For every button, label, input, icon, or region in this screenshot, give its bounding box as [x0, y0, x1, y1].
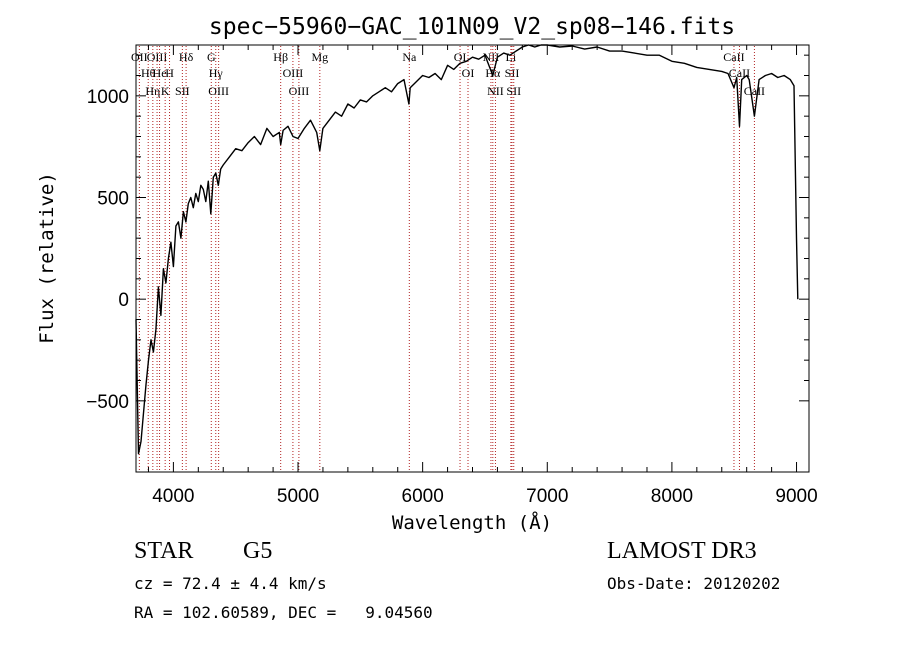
y-tick-label: 1000 — [87, 87, 129, 108]
spectral-line-label: K — [161, 84, 170, 98]
y-tick-label: 0 — [118, 290, 129, 311]
spectral-line-label: SII — [506, 84, 521, 98]
plot-frame — [135, 44, 810, 473]
spectral-line-label: OIII — [147, 50, 168, 64]
spectral-line-label: H — [165, 66, 174, 80]
x-tick-label: 5000 — [277, 486, 319, 507]
spectral-line-label: CaII — [729, 66, 750, 80]
spectral-line-label: Mg — [311, 50, 328, 64]
redshift-cz: cz = 72.4 ± 4.4 km/s — [134, 574, 327, 593]
x-tick-label: 4000 — [152, 486, 194, 507]
spectral-line-label: CaII — [744, 84, 765, 98]
object-subclass: G5 — [243, 538, 273, 564]
spectral-line-label: OIII — [208, 84, 229, 98]
ra-dec: RA = 102.60589, DEC = 9.04560 — [134, 603, 433, 622]
spectrum-line — [135, 44, 799, 455]
spectral-line-label: Li — [506, 50, 517, 64]
spectral-line-label: SII — [175, 84, 190, 98]
x-tick-label: 6000 — [402, 486, 444, 507]
spectral-line-label: Hβ — [273, 50, 288, 64]
spectral-line-label: NII — [487, 84, 504, 98]
spectral-line-label: SII — [505, 66, 520, 80]
y-axis-label: Flux (relative) — [36, 172, 58, 344]
spectral-line-label: OIII — [283, 66, 304, 80]
x-tick-label: 9000 — [775, 486, 817, 507]
chart-title: spec−55960−GAC_101N09_V2_sp08−146.fits — [209, 14, 735, 40]
spectral-line-label: Hδ — [179, 50, 194, 64]
obs-date: Obs-Date: 20120202 — [607, 574, 781, 593]
axes: 4000 5000 6000 7000 8000 9000 −500 0 500 1000 — [86, 45, 818, 507]
spectral-line-label: Hγ — [209, 66, 224, 80]
spectral-line-label: Na — [402, 50, 417, 64]
spectral-line-label: OI — [462, 66, 475, 80]
x-tick-label: 8000 — [651, 486, 693, 507]
y-tick-label: −500 — [86, 392, 129, 413]
spectral-line-label: OIII — [289, 84, 310, 98]
spectral-line-label: Hθ — [141, 66, 156, 80]
x-axis-label: Wavelength (Å) — [392, 511, 552, 534]
survey-name: LAMOST DR3 — [607, 538, 757, 564]
spectral-line-label: CaII — [723, 50, 744, 64]
spectral-line-label: Hη — [145, 84, 160, 98]
spectral-line-label: OII — [131, 50, 148, 64]
object-class: STAR — [134, 538, 194, 564]
spectral-line-label: OI — [454, 50, 467, 64]
plot-area — [135, 44, 799, 455]
spectral-line-label: He — [153, 66, 167, 80]
x-tick-label: 7000 — [526, 486, 568, 507]
spectral-line-label: G — [207, 50, 216, 64]
y-tick-label: 500 — [97, 189, 129, 210]
